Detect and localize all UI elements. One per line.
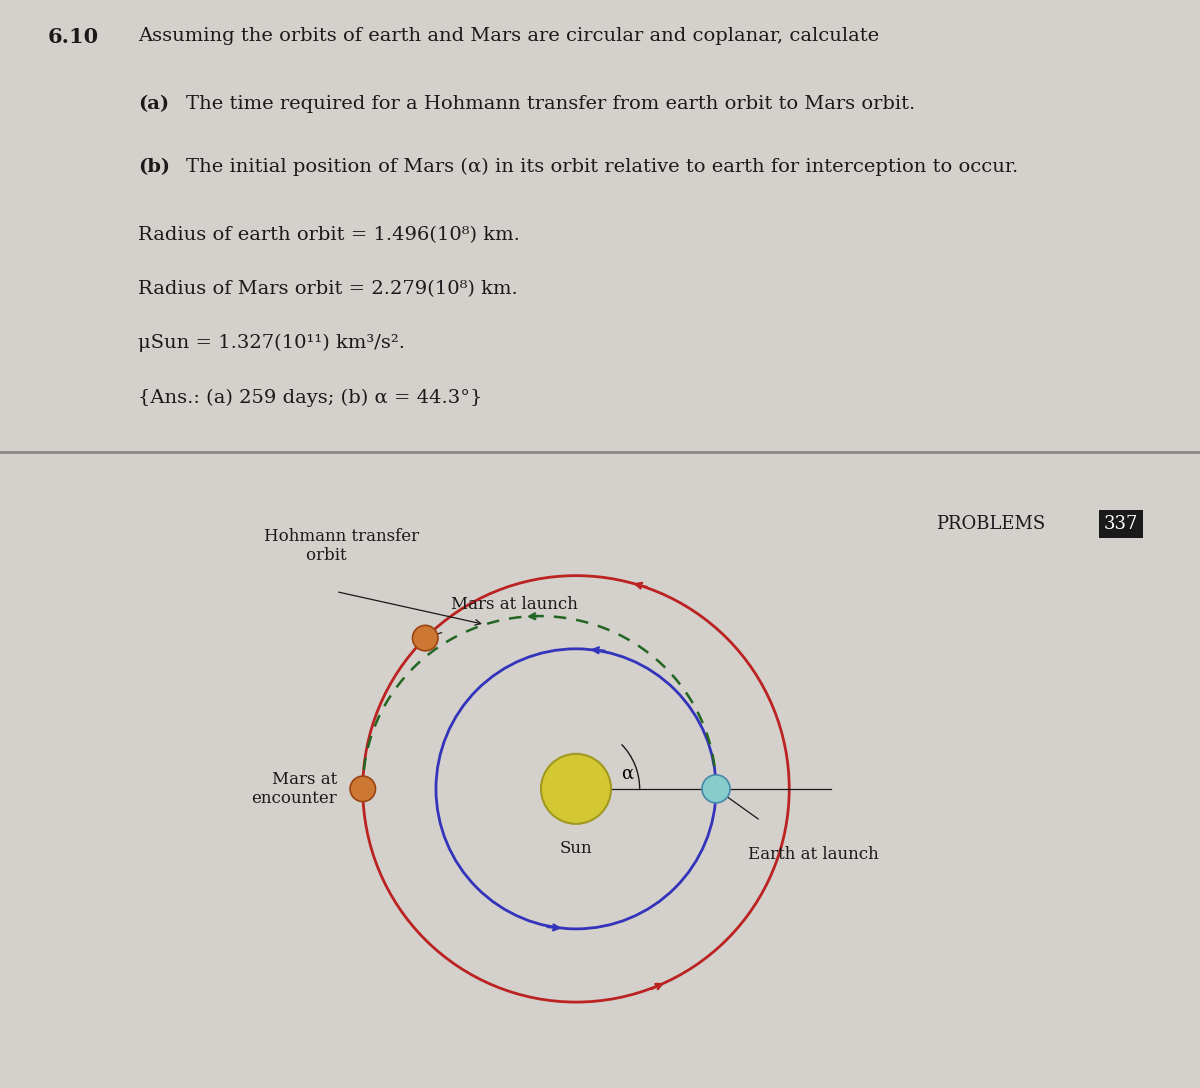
- Text: (b): (b): [138, 158, 170, 176]
- Text: Radius of earth orbit = 1.496(10⁸) km.: Radius of earth orbit = 1.496(10⁸) km.: [138, 226, 520, 244]
- Text: (a): (a): [138, 95, 169, 113]
- Text: Radius of Mars orbit = 2.279(10⁸) km.: Radius of Mars orbit = 2.279(10⁸) km.: [138, 280, 517, 298]
- Text: α: α: [620, 764, 634, 782]
- Text: 6.10: 6.10: [48, 27, 100, 47]
- Text: {Ans.: (a) 259 days; (b) α = 44.3°}: {Ans.: (a) 259 days; (b) α = 44.3°}: [138, 388, 482, 407]
- Text: The time required for a Hohmann transfer from earth orbit to Mars orbit.: The time required for a Hohmann transfer…: [186, 95, 916, 113]
- Text: Earth at launch: Earth at launch: [748, 846, 878, 863]
- Text: Sun: Sun: [559, 840, 593, 856]
- Text: μSun = 1.327(10¹¹) km³/s².: μSun = 1.327(10¹¹) km³/s².: [138, 334, 406, 353]
- Text: Mars at
encounter: Mars at encounter: [252, 770, 337, 807]
- Circle shape: [350, 776, 376, 802]
- Circle shape: [702, 775, 730, 803]
- Text: Mars at launch: Mars at launch: [451, 595, 577, 613]
- Circle shape: [413, 626, 438, 651]
- Text: 337: 337: [1104, 516, 1139, 533]
- Text: Hohmann transfer
        orbit: Hohmann transfer orbit: [264, 528, 419, 565]
- Text: PROBLEMS: PROBLEMS: [936, 516, 1045, 533]
- Text: The initial position of Mars (α) in its orbit relative to earth for interception: The initial position of Mars (α) in its …: [186, 158, 1019, 176]
- Circle shape: [541, 754, 611, 824]
- Text: Assuming the orbits of earth and Mars are circular and coplanar, calculate: Assuming the orbits of earth and Mars ar…: [138, 27, 880, 45]
